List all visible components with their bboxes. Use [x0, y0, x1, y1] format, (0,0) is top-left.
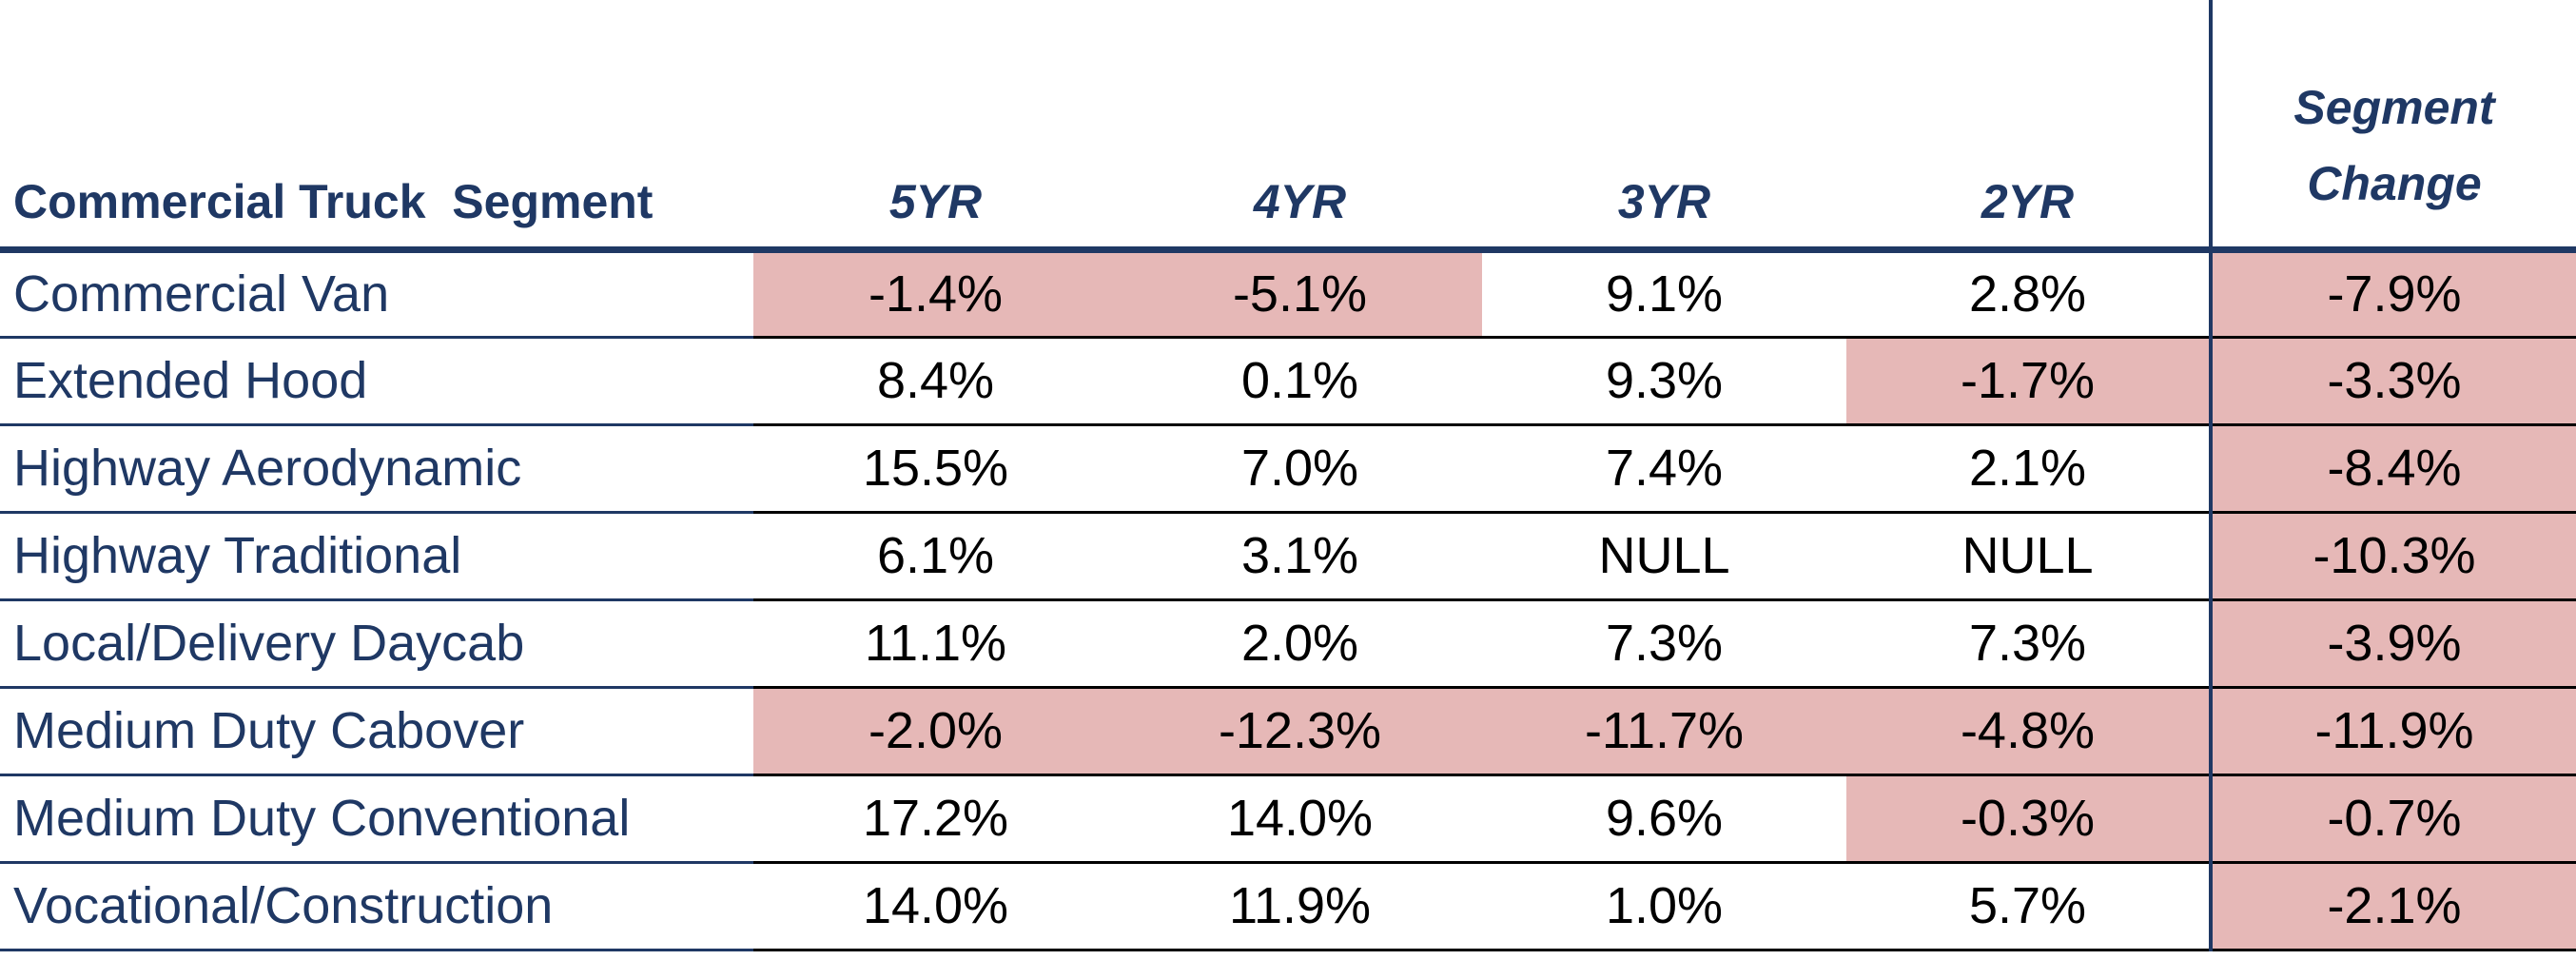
- table-row: Local/Delivery Daycab 11.1% 2.0% 7.3% 7.3% -3…: [0, 599, 2576, 689]
- segment-change-cell: -3.9%: [2209, 599, 2576, 689]
- value-cell: 7.3%: [1482, 599, 1846, 689]
- value-cell: 14.0%: [753, 862, 1118, 951]
- table-row: Highway Aerodynamic 15.5% 7.0% 7.4% 2.1% -8.4…: [0, 424, 2576, 514]
- value-cell: 9.3%: [1482, 337, 1846, 426]
- value-cell: NULL: [1482, 512, 1846, 601]
- segment-change-cell: -8.4%: [2209, 424, 2576, 514]
- table-body: Commercial Van -1.4% -5.1% 9.1% 2.8% -7.9% Ext…: [0, 249, 2576, 951]
- segment-change-cell: -0.7%: [2209, 774, 2576, 864]
- value-cell: 0.1%: [1118, 337, 1482, 426]
- value-cell: 2.1%: [1846, 424, 2211, 514]
- value-cell: 2.0%: [1118, 599, 1482, 689]
- value-cell: 5.7%: [1846, 862, 2211, 951]
- table-row: Medium Duty Conventional 17.2% 14.0% 9.6% -0…: [0, 774, 2576, 864]
- table-row: Commercial Van -1.4% -5.1% 9.1% 2.8% -7.9%: [0, 249, 2576, 339]
- value-cell: 7.0%: [1118, 424, 1482, 514]
- segment-name-cell: Highway Aerodynamic: [0, 424, 753, 514]
- value-cell: 11.1%: [753, 599, 1118, 689]
- value-cell: 1.0%: [1482, 862, 1846, 951]
- value-cell: 15.5%: [753, 424, 1118, 514]
- column-header-3yr: 3YR: [1482, 0, 1846, 253]
- segment-name-cell: Vocational/Construction: [0, 862, 753, 951]
- value-cell: -5.1%: [1118, 249, 1482, 339]
- column-header-4yr: 4YR: [1118, 0, 1482, 253]
- segment-change-cell: -11.9%: [2209, 687, 2576, 776]
- value-cell: -12.3%: [1118, 687, 1482, 776]
- table-row: Medium Duty Cabover -2.0% -12.3% -11.7% -4.8…: [0, 687, 2576, 776]
- value-cell: -4.8%: [1846, 687, 2211, 776]
- value-cell: -0.3%: [1846, 774, 2211, 864]
- value-cell: 14.0%: [1118, 774, 1482, 864]
- table-row: Vocational/Construction 14.0% 11.9% 1.0% 5.7…: [0, 862, 2576, 951]
- segment-name-cell: Medium Duty Conventional: [0, 774, 753, 864]
- value-cell: -2.0%: [753, 687, 1118, 776]
- segment-name-cell: Highway Traditional: [0, 512, 753, 601]
- segment-name-cell: Commercial Van: [0, 249, 753, 339]
- column-header-segment: Commercial Truck Segment: [0, 0, 753, 253]
- segment-change-cell: -7.9%: [2209, 249, 2576, 339]
- table-row: Extended Hood 8.4% 0.1% 9.3% -1.7% -3.3%: [0, 337, 2576, 426]
- value-cell: 8.4%: [753, 337, 1118, 426]
- header-row: Commercial Truck Segment 5YR 4YR 3YR 2YR…: [0, 0, 2576, 253]
- value-cell: 17.2%: [753, 774, 1118, 864]
- value-cell: NULL: [1846, 512, 2211, 601]
- segment-change-header-text: Segment Change: [2293, 80, 2495, 210]
- segment-change-cell: -10.3%: [2209, 512, 2576, 601]
- value-cell: 7.4%: [1482, 424, 1846, 514]
- value-cell: 2.8%: [1846, 249, 2211, 339]
- column-header-5yr: 5YR: [753, 0, 1118, 253]
- value-cell: 11.9%: [1118, 862, 1482, 951]
- column-header-segment-change: Segment Change: [2209, 0, 2576, 253]
- segment-change-cell: -3.3%: [2209, 337, 2576, 426]
- segment-change-cell: -2.1%: [2209, 862, 2576, 951]
- column-header-2yr: 2YR: [1846, 0, 2211, 253]
- value-cell: 3.1%: [1118, 512, 1482, 601]
- value-cell: 9.6%: [1482, 774, 1846, 864]
- value-cell: -11.7%: [1482, 687, 1846, 776]
- segment-name-cell: Extended Hood: [0, 337, 753, 426]
- segment-name-cell: Local/Delivery Daycab: [0, 599, 753, 689]
- value-cell: 6.1%: [753, 512, 1118, 601]
- value-cell: 7.3%: [1846, 599, 2211, 689]
- value-cell: -1.7%: [1846, 337, 2211, 426]
- segment-name-cell: Medium Duty Cabover: [0, 687, 753, 776]
- value-cell: -1.4%: [753, 249, 1118, 339]
- table-row: Highway Traditional 6.1% 3.1% NULL NULL -10.3…: [0, 512, 2576, 601]
- value-cell: 9.1%: [1482, 249, 1846, 339]
